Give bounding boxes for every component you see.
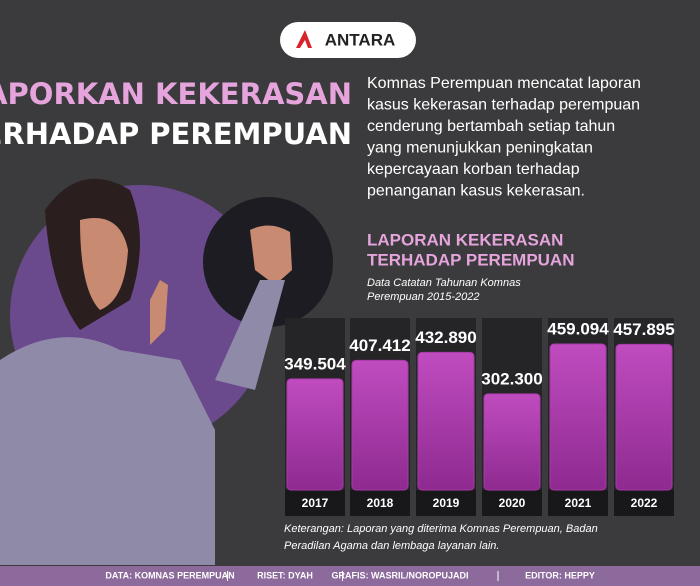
- bar: [417, 351, 475, 491]
- footer-credit: RISET: DYAH: [257, 570, 313, 580]
- bar: [549, 343, 607, 491]
- year-band: [350, 490, 410, 516]
- value-label: 407.412: [349, 336, 410, 355]
- intro: Komnas Perempuan mencatat laporan kasus k…: [367, 75, 641, 200]
- chart-subtitle: Perempuan 2015-2022: [367, 291, 480, 303]
- bar: [351, 359, 409, 491]
- intro-line: kasus kekerasan terhadap perempuan: [367, 97, 640, 114]
- chart-subtitle: Data Catatan Tahunan Komnas: [367, 277, 521, 289]
- year-band: [285, 490, 345, 516]
- intro-line: cenderung bertambah setiap tahun: [367, 118, 615, 135]
- intro-line: kepercayaan korban terhadap: [367, 161, 580, 178]
- x-tick-label: 2020: [499, 496, 526, 510]
- headline: TERHADAP PEREMPUAN: [0, 117, 352, 151]
- year-band: [482, 490, 542, 516]
- logo-mark: [296, 30, 312, 48]
- x-tick-label: 2022: [631, 496, 658, 510]
- chart-title: TERHADAP PEREMPUAN: [367, 250, 575, 269]
- figure-body: [0, 337, 215, 565]
- figure-arm: [215, 280, 285, 390]
- x-tick-label: 2018: [367, 496, 394, 510]
- year-band: [416, 490, 476, 516]
- value-label: 302.300: [481, 369, 542, 388]
- note: Keterangan: Laporan yang diterima Komnas…: [284, 523, 598, 535]
- intro-line: penanganan kasus kekerasan.: [367, 183, 585, 200]
- footer-bar: [0, 566, 700, 586]
- intro-line: Komnas Perempuan mencatat laporan: [367, 75, 641, 92]
- figure-fist: [250, 225, 292, 285]
- chart-title: LAPORAN KEKERASAN: [367, 230, 563, 249]
- value-label: 459.094: [547, 319, 609, 338]
- bar: [483, 393, 541, 491]
- logo-text: ANTARA: [325, 30, 396, 49]
- value-label: 349.504: [284, 354, 346, 373]
- intro-line: yang menunjukkan peningkatan: [367, 140, 593, 157]
- logo-pill: [280, 22, 416, 58]
- figure-face: [80, 218, 128, 310]
- footer-credit: GRAFIS: WASRIL/NOROPUJADI: [331, 570, 468, 580]
- x-tick-label: 2017: [302, 496, 329, 510]
- bar: [286, 378, 344, 491]
- footer-credit: EDITOR: HEPPY: [525, 570, 595, 580]
- x-tick-label: 2019: [433, 496, 460, 510]
- x-tick-label: 2021: [565, 496, 592, 510]
- footer: DATA: KOMNAS PEREMPUAN RISET: DYAH GRAFIS:…: [105, 570, 595, 581]
- figure-hand: [150, 280, 168, 345]
- year-band: [614, 490, 674, 516]
- value-label: 457.895: [613, 320, 674, 339]
- footer-credit: DATA: KOMNAS PEREMPUAN: [105, 570, 234, 580]
- value-label: 432.890: [415, 328, 476, 347]
- bar: [615, 343, 673, 491]
- note: Peradilan Agama dan lembaga layanan lain…: [284, 540, 499, 552]
- year-band: [548, 490, 608, 516]
- headline: LAPORKAN KEKERASAN: [0, 77, 352, 111]
